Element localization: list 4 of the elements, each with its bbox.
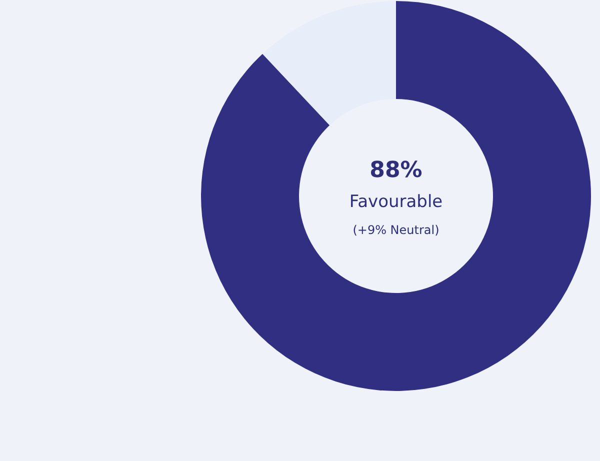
text: Favourable [349, 192, 443, 212]
donut-slice [201, 1, 591, 391]
text: 88% [370, 158, 422, 183]
text: (+9% Neutral) [352, 223, 440, 237]
